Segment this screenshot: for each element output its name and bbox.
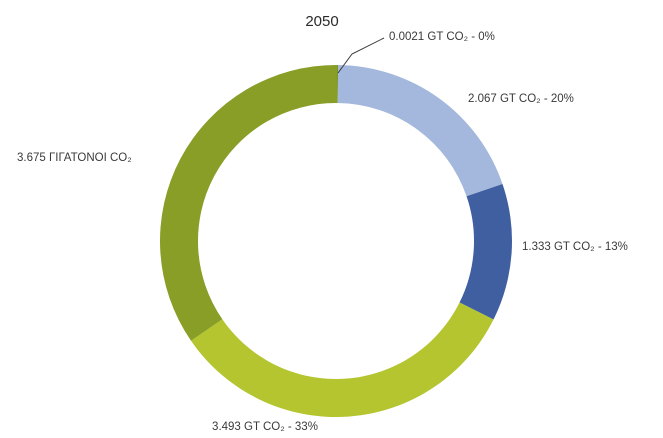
donut-slice-1 [337,65,503,197]
slice-label-1: 2.067 GT CO₂ - 20% [468,93,574,105]
slice-label-3: 3.493 GT CO₂ - 33% [212,421,318,433]
slice-label-2: 1.333 GT CO₂ - 13% [522,241,628,253]
leader-line-0 [337,37,385,74]
donut-slice-3 [191,302,494,418]
chart-title: 2050 [305,13,338,30]
donut-slice-4 [159,64,338,341]
slice-label-0: 0.0021 GT CO₂ - 0% [389,31,495,43]
donut-slice-2 [459,183,512,320]
slice-label-4: 3.675 ΓΙΓΑΤΟΝΟΙ CO₂ [17,152,132,164]
labels-layer: 0.0021 GT CO₂ - 0% 2.067 GT CO₂ - 20% 1.33… [17,31,628,433]
slices-layer [159,64,512,418]
